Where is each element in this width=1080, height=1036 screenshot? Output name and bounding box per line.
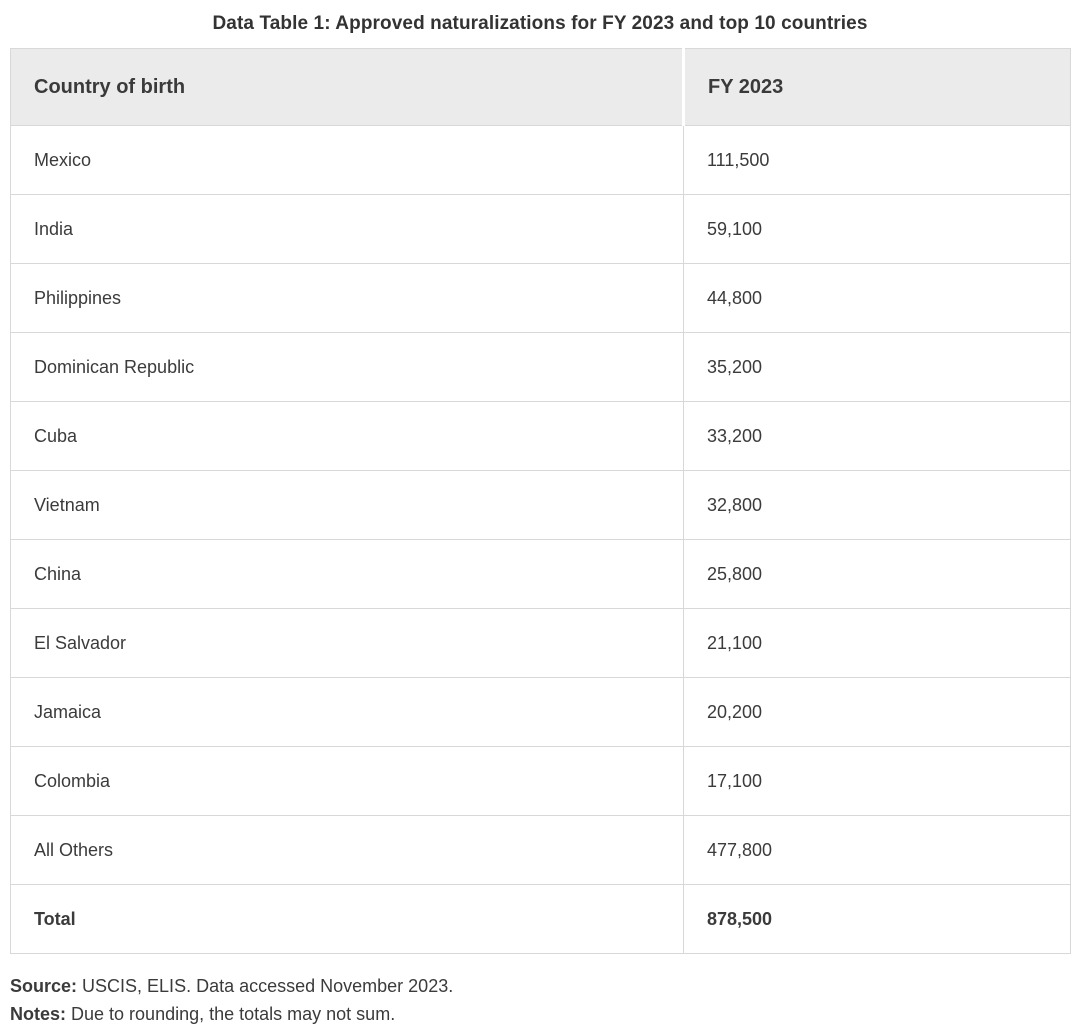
notes-text: Due to rounding, the totals may not sum. xyxy=(66,1004,396,1024)
value-cell: 17,100 xyxy=(683,746,1071,816)
value-cell: 59,100 xyxy=(683,194,1071,264)
source-line: Source: USCIS, ELIS. Data accessed Novem… xyxy=(10,972,1080,1000)
table-row-total: Total 878,500 xyxy=(10,884,1071,954)
notes-line: Notes: Due to rounding, the totals may n… xyxy=(10,1000,1080,1028)
column-header-fy2023: FY 2023 xyxy=(682,48,1071,126)
country-cell: Total xyxy=(10,884,684,954)
country-cell: Colombia xyxy=(10,746,684,816)
country-cell: Cuba xyxy=(10,401,684,471)
footnotes: Source: USCIS, ELIS. Data accessed Novem… xyxy=(10,972,1080,1028)
table-body: Mexico 111,500 India 59,100 Philippines 44,80… xyxy=(10,125,1071,954)
country-cell: Vietnam xyxy=(10,470,684,540)
table-row: Cuba 33,200 xyxy=(10,401,1071,471)
country-cell: Jamaica xyxy=(10,677,684,747)
table-row: Philippines 44,800 xyxy=(10,263,1071,333)
source-label: Source: xyxy=(10,976,78,996)
country-cell: India xyxy=(10,194,684,264)
source-text: USCIS, ELIS. Data accessed November 2023… xyxy=(77,976,454,996)
table-row: El Salvador 21,100 xyxy=(10,608,1071,678)
value-cell: 477,800 xyxy=(683,815,1071,885)
value-cell: 21,100 xyxy=(683,608,1071,678)
value-cell: 20,200 xyxy=(683,677,1071,747)
table-row: Mexico 111,500 xyxy=(10,125,1071,195)
table-row: Dominican Republic 35,200 xyxy=(10,332,1071,402)
country-cell: Dominican Republic xyxy=(10,332,684,402)
notes-label: Notes: xyxy=(10,1004,67,1024)
country-cell: Philippines xyxy=(10,263,684,333)
value-cell: 25,800 xyxy=(683,539,1071,609)
naturalizations-table: Country of birth FY 2023 Mexico 111,500 In… xyxy=(10,48,1071,954)
value-cell: 878,500 xyxy=(683,884,1071,954)
table-row: Colombia 17,100 xyxy=(10,746,1071,816)
value-cell: 32,800 xyxy=(683,470,1071,540)
value-cell: 35,200 xyxy=(683,332,1071,402)
country-cell: Mexico xyxy=(10,125,684,195)
value-cell: 33,200 xyxy=(683,401,1071,471)
value-cell: 44,800 xyxy=(683,263,1071,333)
table-row: Jamaica 20,200 xyxy=(10,677,1071,747)
table-row: All Others 477,800 xyxy=(10,815,1071,885)
country-cell: China xyxy=(10,539,684,609)
country-cell: El Salvador xyxy=(10,608,684,678)
table-row: Vietnam 32,800 xyxy=(10,470,1071,540)
column-header-country: Country of birth xyxy=(10,48,684,126)
table-row: China 25,800 xyxy=(10,539,1071,609)
table-row: India 59,100 xyxy=(10,194,1071,264)
table-header: Country of birth FY 2023 xyxy=(10,48,1071,126)
value-cell: 111,500 xyxy=(683,125,1071,195)
table-title: Data Table 1: Approved naturalizations f… xyxy=(212,13,868,34)
country-cell: All Others xyxy=(10,815,684,885)
header-row: Country of birth FY 2023 xyxy=(10,48,1071,126)
